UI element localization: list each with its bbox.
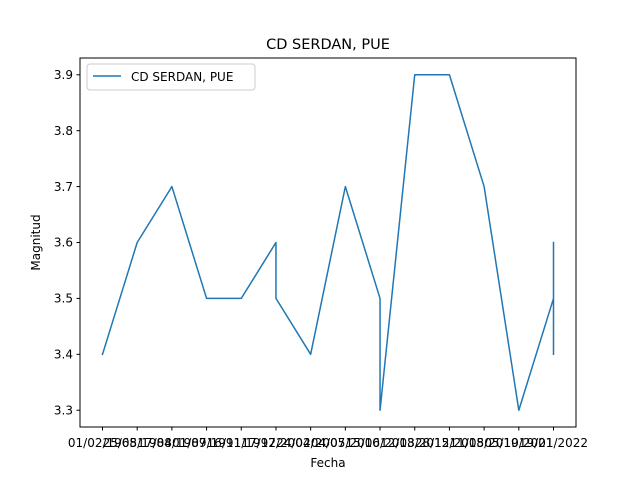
x-tick-label: 19/01/2022	[519, 436, 588, 450]
y-axis: 3.3 3.4 3.5 3.6 3.7 3.8 3.9	[54, 68, 80, 417]
legend-entry-label: CD SERDAN, PUE	[131, 70, 233, 84]
y-tick-label: 3.7	[54, 180, 73, 194]
y-tick-label: 3.4	[54, 348, 73, 362]
y-tick-label: 3.5	[54, 292, 73, 306]
y-tick-label: 3.8	[54, 124, 73, 138]
x-axis: 01/02/196825/05/198417/08/198701/09/1991…	[68, 427, 588, 450]
legend: CD SERDAN, PUE	[87, 64, 255, 90]
y-tick-label: 3.6	[54, 236, 73, 250]
y-axis-label: Magnitud	[29, 214, 43, 270]
plot-area	[80, 58, 576, 427]
chart-title: CD SERDAN, PUE	[266, 37, 390, 53]
y-tick-label: 3.3	[54, 403, 73, 417]
y-tick-label: 3.9	[54, 68, 73, 82]
x-axis-label: Fecha	[310, 456, 345, 470]
